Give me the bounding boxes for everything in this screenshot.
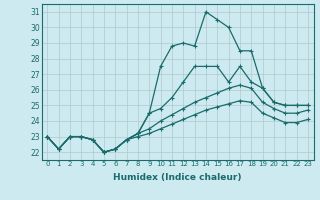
X-axis label: Humidex (Indice chaleur): Humidex (Indice chaleur): [113, 173, 242, 182]
